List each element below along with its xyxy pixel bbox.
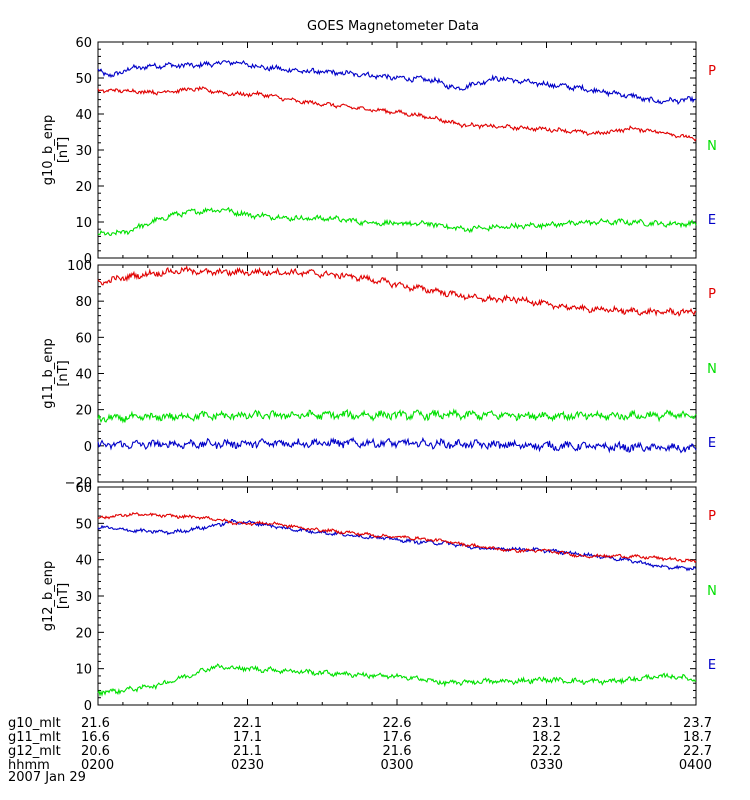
y-tick-label: 30: [75, 144, 92, 159]
legend-E: E: [708, 658, 716, 673]
footer-value: 0200: [81, 758, 114, 773]
y-tick-label: 0: [84, 252, 92, 267]
footer-value: 22.6: [383, 716, 412, 731]
y-tick-label: −20: [65, 476, 92, 491]
footer-value: 20.6: [81, 744, 110, 759]
y-axis-units: [nT]: [56, 137, 71, 163]
y-tick-label: 100: [67, 259, 92, 274]
panel-3: 0 10 20 30 40 50 60 g12_b_enp [nT] P N E: [41, 481, 717, 714]
footer-value: 0330: [530, 758, 563, 773]
footer-value: 18.2: [532, 730, 561, 745]
series-line-P: [97, 265, 697, 317]
y-tick-label: 80: [75, 295, 92, 310]
legend-N: N: [707, 584, 717, 599]
footer-value: 23.7: [683, 716, 712, 731]
footer-value: 22.1: [233, 716, 262, 731]
footer-row-label: g12_mlt: [8, 744, 61, 759]
y-tick-label: 10: [75, 216, 92, 231]
y-tick-label: 50: [75, 517, 92, 532]
y-tick-label: 40: [75, 368, 92, 383]
y-axis-units: [nT]: [56, 360, 71, 386]
footer-value: 22.2: [532, 744, 561, 759]
y-tick-label: 0: [84, 440, 92, 455]
y-tick-label: 50: [75, 72, 92, 87]
y-axis-label: g12_b_enp: [41, 561, 56, 632]
panel-2: −20 0 20 40 60 80 100 g11_b_enp [nT] P N E: [41, 259, 717, 491]
footer-value: 16.6: [81, 730, 110, 745]
footer-value: 21.6: [81, 716, 110, 731]
footer-row-label: g10_mlt: [8, 716, 61, 731]
y-tick-label: 30: [75, 590, 92, 605]
y-tick-label: 20: [75, 626, 92, 641]
series-line-P: [97, 85, 697, 142]
y-tick-label: 10: [75, 663, 92, 678]
series-line-N: [97, 408, 697, 424]
mlt-footer: g10_mlt 21.6 22.1 22.6 23.1 23.7 g11_mlt 16.6 17…: [8, 716, 712, 773]
legend-P: P: [708, 509, 716, 524]
legend-N: N: [707, 362, 717, 377]
legend-E: E: [708, 213, 716, 228]
footer-value: 18.7: [683, 730, 712, 745]
panel-1: 0 10 20 30 40 50 60 g10_b_enp [nT] P N E: [41, 36, 717, 267]
y-tick-label: 40: [75, 108, 92, 123]
legend-N: N: [707, 139, 717, 154]
series-line-P: [97, 511, 697, 564]
y-tick-label: 60: [75, 481, 92, 496]
footer-row-label: hhmm: [8, 758, 50, 773]
series-line-N: [97, 663, 697, 697]
footer-value: 22.7: [683, 744, 712, 759]
footer-value: 23.1: [532, 716, 561, 731]
series-line-E: [97, 436, 697, 454]
footer-value: 0300: [380, 758, 413, 773]
y-tick-label: 60: [75, 331, 92, 346]
footer-value: 17.1: [233, 730, 262, 745]
y-tick-label: 60: [75, 36, 92, 51]
legend-P: P: [708, 287, 716, 302]
series-line-N: [97, 206, 697, 236]
footer-value: 0400: [679, 758, 712, 773]
y-axis-label: g10_b_enp: [41, 115, 56, 186]
chart-title: GOES Magnetometer Data: [307, 19, 479, 34]
y-tick-label: 20: [75, 404, 92, 419]
y-tick-label: 20: [75, 180, 92, 195]
y-tick-label: 0: [84, 699, 92, 714]
legend-E: E: [708, 436, 716, 451]
date-label: 2007 Jan 29: [8, 770, 86, 785]
y-axis-label: g11_b_enp: [41, 338, 56, 409]
legend-P: P: [708, 64, 716, 79]
y-tick-label: 40: [75, 554, 92, 569]
footer-value: 0230: [231, 758, 264, 773]
footer-row-label: g11_mlt: [8, 730, 61, 745]
y-axis-units: [nT]: [56, 583, 71, 609]
footer-value: 21.6: [383, 744, 412, 759]
footer-value: 21.1: [233, 744, 262, 759]
footer-value: 17.6: [383, 730, 412, 745]
series-line-E: [97, 59, 697, 105]
